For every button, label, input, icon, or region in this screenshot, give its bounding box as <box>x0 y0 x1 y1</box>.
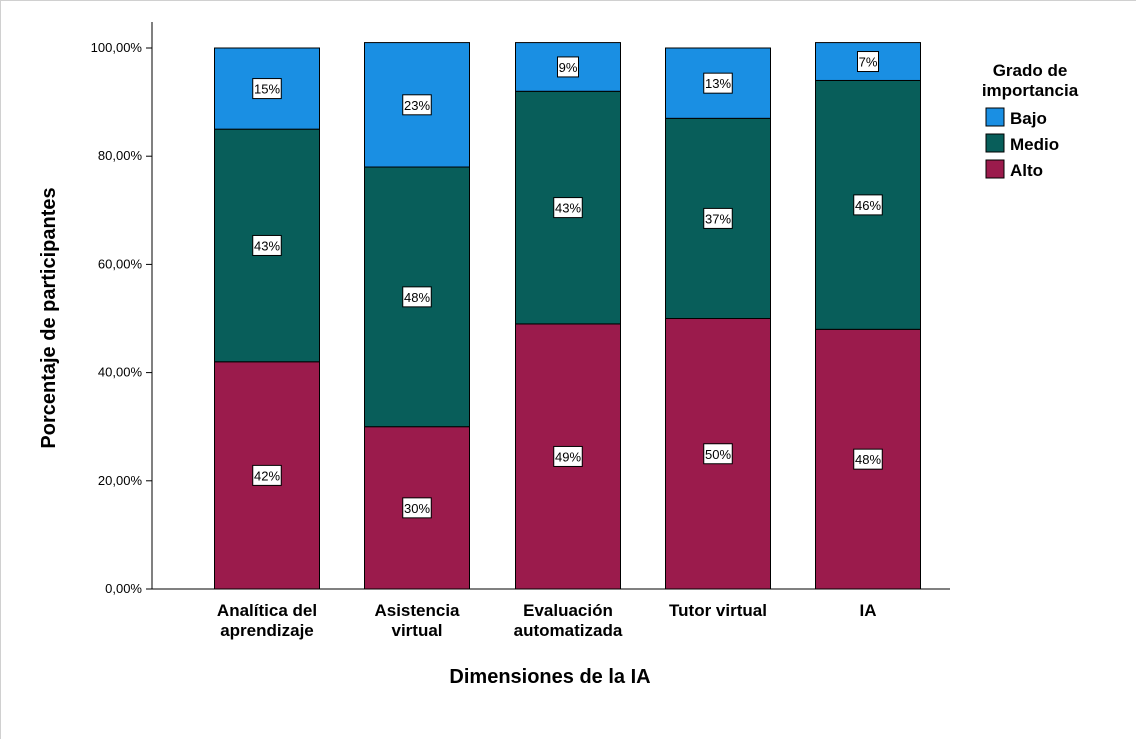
bars <box>214 42 921 590</box>
legend-title: Grado de <box>993 61 1068 80</box>
data-label: 15% <box>254 82 280 97</box>
data-label-box <box>853 194 883 216</box>
data-label-box <box>857 51 879 73</box>
legend-label-alto: Alto <box>1010 161 1043 180</box>
legend-title: importancia <box>982 81 1079 100</box>
x-axis-title: Dimensiones de la IA <box>449 666 650 688</box>
data-label: 13% <box>705 76 731 91</box>
data-label-box <box>553 197 583 219</box>
data-label: 30% <box>404 501 430 516</box>
x-category-label: IA <box>860 601 877 620</box>
data-label-box <box>853 448 883 470</box>
data-label-box <box>703 72 733 94</box>
data-label: 42% <box>254 468 280 483</box>
data-label-box <box>402 497 432 519</box>
data-label: 48% <box>404 290 430 305</box>
legend-label-medio: Medio <box>1010 135 1059 154</box>
x-category-label: Analítica del <box>217 601 317 620</box>
legend-swatch-alto <box>985 159 1005 179</box>
data-label: 9% <box>559 60 578 75</box>
data-label-box <box>252 78 282 100</box>
data-label: 50% <box>705 447 731 462</box>
data-labels: 42% 43% 15% 30% 48% 23% 49% 43% 9% 50% 37% 13% 48% 46… <box>252 51 883 519</box>
x-category-label: Tutor virtual <box>669 601 767 620</box>
x-category-label: automatizada <box>514 621 623 640</box>
data-label: 23% <box>404 98 430 113</box>
data-label: 7% <box>859 55 878 70</box>
legend-label-bajo: Bajo <box>1010 109 1047 128</box>
y-tick-label: 0,00% <box>105 581 142 596</box>
x-category-label: virtual <box>391 621 442 640</box>
x-category-label: aprendizaje <box>220 621 314 640</box>
y-tick-label: 40,00% <box>98 365 143 380</box>
data-label-box <box>402 94 432 116</box>
legend-swatch-bajo <box>985 107 1005 127</box>
x-category-label: Evaluación <box>523 601 613 620</box>
data-label: 37% <box>705 211 731 226</box>
data-label-box <box>703 207 733 229</box>
data-label-box <box>553 445 583 467</box>
data-label: 49% <box>555 449 581 464</box>
y-axis-title: Porcentaje de participantes <box>38 187 60 448</box>
bar-segment-bajo <box>515 42 621 92</box>
data-label-box <box>402 286 432 308</box>
data-label-box <box>252 234 282 256</box>
data-label: 48% <box>855 452 881 467</box>
data-label-box <box>557 56 579 78</box>
y-tick-label: 60,00% <box>98 256 143 271</box>
y-tick-label: 100,00% <box>91 40 143 55</box>
data-label: 43% <box>555 201 581 216</box>
y-tick-label: 80,00% <box>98 148 143 163</box>
x-category-label: Asistencia <box>374 601 460 620</box>
data-label-box <box>252 464 282 486</box>
data-label-box <box>703 443 733 465</box>
y-tick-label: 20,00% <box>98 473 143 488</box>
bar-segment-bajo <box>214 47 320 130</box>
data-label: 46% <box>855 198 881 213</box>
legend-swatch-medio <box>985 133 1005 153</box>
data-label: 43% <box>254 238 280 253</box>
